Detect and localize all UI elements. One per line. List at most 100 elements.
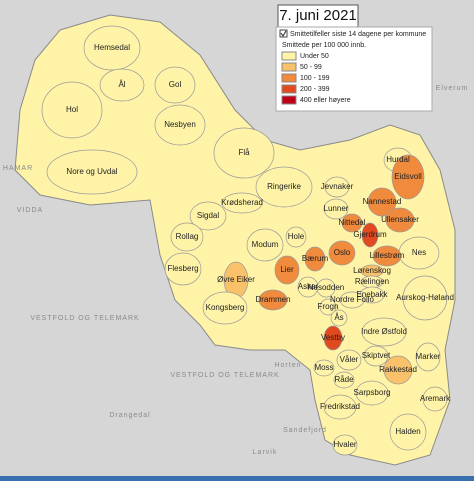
municipality: [99, 68, 145, 102]
municipality-label: Flesberg: [167, 264, 198, 273]
background-label: VESTFOLD OG TELEMARK: [170, 372, 279, 379]
municipality-label: Nesodden: [308, 283, 344, 292]
municipality: [367, 187, 397, 217]
municipality-label: Ullensaker: [381, 215, 419, 224]
municipality-label: Bærum: [302, 254, 329, 263]
municipality: [316, 278, 336, 298]
background-label: Horten: [274, 362, 301, 369]
municipality-label: Nittedal: [338, 218, 365, 227]
municipality-label: Nore og Uvdal: [66, 167, 117, 176]
background-label: VIDDA: [17, 207, 43, 214]
municipality-label: Asker: [298, 282, 319, 291]
municipality: [372, 245, 402, 267]
municipality: [246, 228, 284, 262]
legend-swatch: [281, 84, 297, 94]
municipality-label: Nannestad: [363, 197, 402, 206]
municipality: [255, 166, 313, 208]
municipality: [202, 291, 248, 325]
municipality: [336, 349, 362, 371]
municipality-label: Lillestrøm: [370, 251, 405, 260]
municipality-label: Hurdal: [386, 155, 410, 164]
municipality: [274, 255, 300, 285]
municipality: [154, 104, 206, 146]
municipality-label: Rakkestad: [379, 365, 417, 374]
legend-swatch: [281, 95, 297, 105]
municipality-label: Indre Østfold: [361, 327, 407, 336]
municipality-label: Ål: [118, 80, 125, 89]
municipality: [313, 359, 335, 377]
municipality: [41, 81, 103, 139]
municipality-label: Moss: [314, 363, 333, 372]
legend-label: 400 eller høyere: [300, 97, 351, 104]
municipality: [355, 380, 389, 406]
legend-label: Under 50: [300, 53, 329, 60]
municipality-label: Frogn: [318, 302, 339, 311]
municipality-label: Jevnaker: [321, 182, 354, 191]
municipality-label: Rælingen: [355, 277, 389, 286]
municipality-label: Rollag: [176, 232, 199, 241]
layer-label[interactable]: Smittetilfeller siste 14 dagene per komm…: [290, 31, 426, 38]
municipality: [422, 386, 448, 412]
municipality: [389, 413, 427, 451]
municipality-label: Lier: [280, 265, 294, 274]
municipality: [285, 226, 307, 248]
municipality: [154, 66, 196, 104]
municipality-label: Sigdal: [197, 211, 219, 220]
municipality-label: Vestby: [321, 333, 345, 342]
municipality: [391, 154, 425, 200]
legend-title: Smittede per 100 000 innb.: [282, 42, 366, 49]
municipality: [213, 127, 275, 179]
background-label: VESTFOLD OG TELEMARK: [30, 315, 139, 322]
municipality-label: Modum: [252, 240, 279, 249]
legend-swatch: [281, 51, 297, 61]
municipality-label: Lunner: [324, 204, 349, 213]
municipality: [164, 252, 202, 286]
municipality-label: Eidsvoll: [394, 172, 422, 181]
municipality-label: Nes: [412, 248, 426, 257]
background-label: Sandefjord: [283, 427, 327, 434]
legend-label: 50 - 99: [300, 64, 322, 71]
municipality-label: Hvaler: [333, 440, 356, 449]
municipality-label: Sarpsborg: [354, 388, 391, 397]
municipality: [339, 291, 365, 309]
background-label: Larvik: [253, 449, 278, 456]
municipality: [46, 149, 138, 195]
municipality-label: Enebakk: [356, 290, 388, 299]
municipality: [341, 213, 363, 233]
background-label: Drangedal: [109, 412, 150, 419]
municipality: [330, 309, 348, 327]
municipality: [221, 192, 263, 214]
municipality-label: Hol: [66, 105, 78, 114]
legend-label: 100 - 199: [300, 75, 330, 82]
municipality: [361, 317, 407, 347]
municipality-label: Aremark: [420, 394, 451, 403]
municipality: [385, 207, 415, 233]
municipality-label: Gjerdrum: [353, 230, 387, 239]
municipality: [323, 198, 349, 220]
municipality-label: Aurskog-Høland: [396, 293, 454, 302]
municipality-label: Fredrikstad: [320, 402, 360, 411]
municipality-label: Kongsberg: [206, 303, 245, 312]
municipality: [383, 355, 413, 385]
municipality-label: Oslo: [334, 248, 351, 257]
municipality-label: Gol: [169, 80, 182, 89]
municipality: [415, 342, 441, 372]
layer-checkbox[interactable]: [279, 29, 288, 38]
municipality-label: Marker: [416, 352, 441, 361]
municipality-label: Råde: [334, 375, 354, 384]
municipality-label: Hole: [288, 232, 305, 241]
check-mark: [280, 30, 287, 37]
municipality: [189, 201, 227, 231]
municipality: [258, 289, 288, 311]
legend-swatch: [281, 73, 297, 83]
municipality-label: Nordre Follo: [330, 295, 375, 304]
municipality: [333, 371, 355, 389]
municipality-label: Øvre Eiker: [217, 275, 255, 284]
municipality: [323, 394, 357, 420]
municipality: [323, 325, 343, 351]
municipality: [361, 222, 379, 248]
legend-swatch: [281, 62, 297, 72]
background-label: HAMAR: [3, 165, 33, 172]
legend-label: 200 - 399: [300, 86, 330, 93]
municipality: [363, 345, 389, 367]
